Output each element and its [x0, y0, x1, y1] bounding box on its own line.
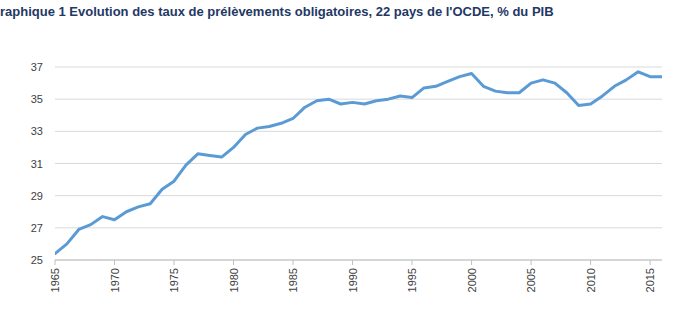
plot-area	[55, 72, 662, 254]
y-tick-label: 37	[31, 61, 43, 73]
x-tick-label: 1965	[49, 268, 61, 292]
x-axis	[55, 260, 662, 261]
x-tick-label: 1985	[287, 268, 299, 292]
x-tick	[233, 260, 234, 265]
x-tick-label: 2005	[525, 268, 537, 292]
y-tick-label: 29	[31, 190, 43, 202]
x-tick-label: 1975	[168, 268, 180, 292]
y-tick-label: 27	[31, 222, 43, 234]
x-tick-label: 1980	[228, 268, 240, 292]
x-tick	[471, 260, 472, 265]
x-tick	[650, 260, 651, 265]
title: raphique 1 Evolution des taux de prélève…	[0, 4, 554, 19]
x-tick-label: 1990	[347, 268, 359, 292]
y-tick-label: 33	[31, 125, 43, 137]
y-tick-label: 35	[31, 93, 43, 105]
x-tick	[114, 260, 115, 265]
grid-line	[55, 195, 662, 196]
y-tick-label: 31	[31, 158, 43, 170]
x-tick	[174, 260, 175, 265]
chart: raphique 1 Evolution des taux de prélève…	[0, 0, 693, 310]
x-tick-label: 2000	[466, 268, 478, 292]
x-tick-label: 2015	[644, 268, 656, 292]
grid-line	[55, 163, 662, 164]
x-tick	[412, 260, 413, 265]
x-tick	[293, 260, 294, 265]
grid-line	[55, 67, 662, 68]
x-tick	[590, 260, 591, 265]
x-tick	[531, 260, 532, 265]
x-tick	[55, 260, 56, 265]
x-tick-label: 1995	[406, 268, 418, 292]
series-line	[55, 72, 662, 254]
y-tick-label: 25	[31, 254, 43, 266]
grid-line	[55, 260, 662, 261]
x-tick-label: 1970	[109, 268, 121, 292]
grid-line	[55, 131, 662, 132]
x-tick	[352, 260, 353, 265]
grid-line	[55, 227, 662, 228]
x-tick-label: 2010	[585, 268, 597, 292]
